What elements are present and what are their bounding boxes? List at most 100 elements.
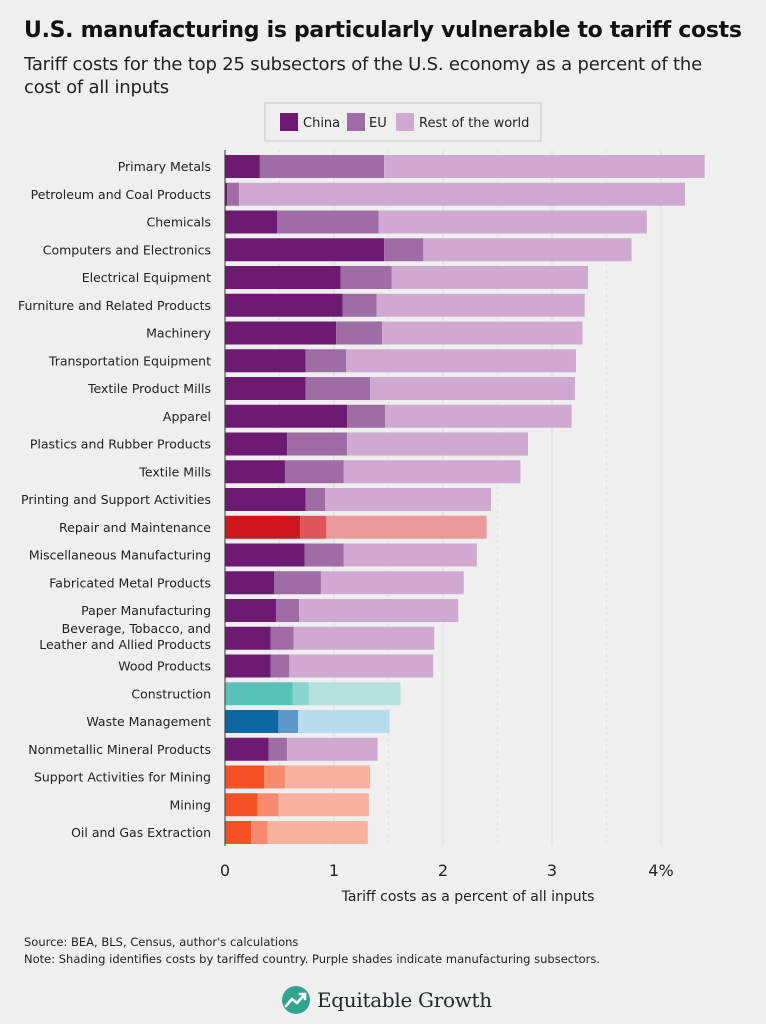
category-label-textile-mills: Textile Mills — [138, 464, 211, 479]
bar-miscellaneous-manufacturing-china — [225, 543, 305, 567]
category-label-waste-management: Waste Management — [86, 714, 211, 729]
category-label-nonmetallic-mineral-products: Nonmetallic Mineral Products — [28, 742, 211, 757]
bar-nonmetallic-mineral-products-eu — [268, 737, 288, 761]
bar-plastics-and-rubber-products-china — [225, 432, 288, 456]
category-label-mining: Mining — [169, 797, 211, 812]
bar-support-activities-for-mining-rest-of-the-world — [284, 765, 370, 789]
bar-primary-metals-eu — [259, 155, 385, 178]
stacked-bar-chart: China EU Rest of the world Primary Metals Pe… — [18, 102, 705, 905]
bar-wood-products-eu — [270, 654, 290, 678]
bar-oil-and-gas-extraction-china — [225, 821, 252, 844]
bar-electrical-equipment-rest-of-the-world — [391, 266, 588, 289]
legend-label-china: China — [303, 116, 340, 131]
bar-furniture-and-related-products-china — [225, 293, 343, 317]
category-label-electrical-equipment: Electrical Equipment — [82, 270, 211, 285]
bar-miscellaneous-manufacturing-eu — [304, 543, 344, 567]
bar-construction-china — [225, 682, 293, 706]
bar-furniture-and-related-products-eu — [342, 293, 377, 317]
bar-waste-management-china — [225, 710, 279, 733]
legend-swatch-rest-of-the-world — [396, 113, 414, 131]
growth-logo-icon — [282, 986, 310, 1014]
bar-textile-mills-rest-of-the-world — [343, 460, 521, 484]
bar-beverage-tobacco-and-leather-and-allied-products-rest-of-the-world — [293, 626, 435, 650]
bar-waste-management-rest-of-the-world — [298, 710, 390, 733]
category-label-apparel: Apparel — [163, 409, 211, 424]
chart-title: U.S. manufacturing is particularly vulne… — [24, 18, 742, 43]
bar-support-activities-for-mining-china — [225, 765, 265, 789]
bar-apparel-eu — [347, 404, 386, 428]
bar-wood-products-rest-of-the-world — [289, 654, 434, 678]
bar-textile-product-mills-rest-of-the-world — [369, 377, 575, 400]
logo-text: Equitable Growth — [317, 988, 492, 1012]
bar-mining-eu — [257, 793, 279, 817]
bar-support-activities-for-mining-eu — [264, 765, 285, 789]
bar-primary-metals-rest-of-the-world — [384, 155, 705, 178]
bar-plastics-and-rubber-products-eu — [287, 432, 348, 456]
bar-apparel-rest-of-the-world — [385, 404, 572, 428]
bar-printing-and-support-activities-china — [225, 488, 306, 511]
source-note: Source: BEA, BLS, Census, author's calcu… — [24, 935, 299, 949]
bar-fabricated-metal-products-rest-of-the-world — [320, 571, 464, 595]
bar-repair-and-maintenance-eu — [300, 515, 327, 539]
bar-waste-management-eu — [278, 710, 299, 733]
category-label-repair-and-maintenance: Repair and Maintenance — [59, 520, 211, 535]
bar-transportation-equipment-china — [225, 349, 306, 373]
category-label-paper-manufacturing: Paper Manufacturing — [81, 603, 211, 618]
bar-machinery-china — [225, 321, 337, 345]
bar-textile-product-mills-eu — [305, 377, 370, 400]
footer: Source: BEA, BLS, Census, author's calcu… — [24, 934, 754, 968]
x-tick-label: 2 — [438, 861, 448, 880]
category-label-beverage-tobacco-and-leather-and-allied-products: Beverage, Tobacco, and Leather and Allied… — [39, 621, 211, 652]
bar-petroleum-and-coal-products-rest-of-the-world — [239, 182, 685, 206]
category-label-fabricated-metal-products: Fabricated Metal Products — [49, 575, 211, 590]
bar-construction-rest-of-the-world — [308, 682, 401, 706]
bar-chemicals-china — [225, 210, 278, 234]
bar-printing-and-support-activities-rest-of-the-world — [325, 488, 491, 511]
category-label-support-activities-for-mining: Support Activities for Mining — [34, 770, 211, 785]
bars: Primary Metals Petroleum and Coal Product… — [18, 155, 705, 844]
bar-primary-metals-china — [225, 155, 260, 178]
bar-electrical-equipment-eu — [340, 266, 392, 289]
bar-printing-and-support-activities-eu — [305, 488, 326, 511]
legend-label-eu: EU — [369, 116, 387, 131]
equitable-growth-logo[interactable]: Equitable Growth — [281, 982, 492, 1018]
bar-machinery-rest-of-the-world — [381, 321, 583, 345]
category-label-construction: Construction — [131, 686, 211, 701]
bar-petroleum-and-coal-products-eu — [227, 182, 240, 206]
category-label-oil-and-gas-extraction: Oil and Gas Extraction — [71, 825, 211, 840]
category-label-petroleum-and-coal-products: Petroleum and Coal Products — [31, 187, 211, 202]
x-tick-label: 1 — [329, 861, 339, 880]
bar-chemicals-eu — [277, 210, 379, 234]
bar-nonmetallic-mineral-products-china — [225, 737, 269, 761]
bar-miscellaneous-manufacturing-rest-of-the-world — [343, 543, 477, 567]
bar-textile-mills-eu — [284, 460, 344, 484]
bar-textile-mills-china — [225, 460, 285, 484]
bar-paper-manufacturing-china — [225, 599, 277, 622]
legend-label-rest-of-the-world: Rest of the world — [419, 116, 529, 131]
bar-fabricated-metal-products-eu — [274, 571, 321, 595]
x-tick-label: 0 — [220, 861, 230, 880]
category-label-plastics-and-rubber-products: Plastics and Rubber Products — [30, 437, 211, 452]
bar-oil-and-gas-extraction-eu — [251, 821, 268, 844]
bar-nonmetallic-mineral-products-rest-of-the-world — [287, 737, 378, 761]
chart-subtitle: Tariff costs for the top 25 subsectors o… — [24, 54, 702, 98]
category-label-wood-products: Wood Products — [118, 659, 211, 674]
bar-textile-product-mills-china — [225, 377, 306, 400]
x-axis-ticks: 0 1 2 3 4% — [220, 861, 674, 880]
bar-petroleum-and-coal-products-china — [225, 182, 228, 206]
legend-swatch-eu — [347, 113, 365, 131]
bar-electrical-equipment-china — [225, 266, 341, 289]
bar-mining-china — [225, 793, 258, 817]
bar-construction-eu — [292, 682, 309, 706]
legend-swatch-china — [280, 113, 298, 131]
bar-furniture-and-related-products-rest-of-the-world — [376, 293, 585, 317]
category-label-miscellaneous-manufacturing: Miscellaneous Manufacturing — [29, 548, 211, 563]
bar-transportation-equipment-eu — [305, 349, 346, 373]
bar-computers-and-electronics-eu — [384, 238, 424, 262]
shading-note: Note: Shading identifies costs by tariff… — [24, 952, 601, 966]
bar-fabricated-metal-products-china — [225, 571, 275, 595]
x-axis-label: Tariff costs as a percent of all inputs — [341, 889, 595, 905]
bar-computers-and-electronics-rest-of-the-world — [423, 238, 632, 262]
category-label-chemicals: Chemicals — [146, 215, 211, 230]
category-label-primary-metals: Primary Metals — [118, 159, 211, 174]
